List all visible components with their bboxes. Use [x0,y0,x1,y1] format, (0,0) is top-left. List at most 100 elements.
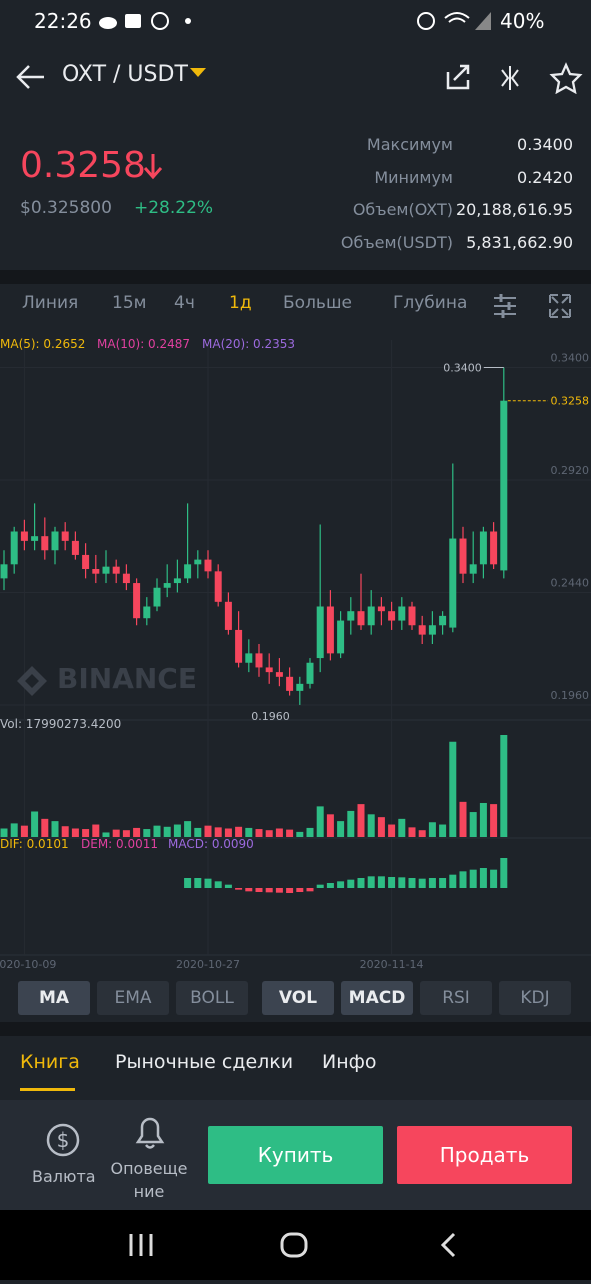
alert-label[interactable]: Оповещение [110,1159,188,1201]
buy-button[interactable]: Купить [208,1126,383,1184]
kline-chart[interactable]: 0.3400 0.2920 0.2440 0.1960 2020-10-09 2020-1… [0,0,591,975]
tab[interactable]: Инфо [322,1051,377,1073]
indicator-button[interactable]: EMA [97,981,169,1015]
interval-tab[interactable]: 4ч [174,293,195,313]
y-tick-label: 0.2440 [551,576,590,589]
candle-body [235,629,243,663]
status-bar: 22:26 40% [0,0,591,42]
candle-body [316,606,324,659]
high-marker: 0.3400 [443,361,482,374]
macd-bar [418,878,426,888]
indicator-button[interactable]: VOL [262,981,334,1015]
x-tick-label: 2020-11-14 [360,958,424,971]
indicator-button[interactable]: KDJ [499,981,571,1015]
volume-bar [367,814,375,837]
volume-bar [408,827,416,837]
volume-bar [51,821,59,837]
nav-buttons[interactable] [0,1210,591,1280]
macd-bar [184,878,192,888]
volume-bar [490,804,498,837]
last-price-label: 0.3258 [551,395,590,408]
volume-bar [31,811,39,837]
indicator-button[interactable]: RSI [420,981,492,1015]
candle-body [20,531,28,541]
y-tick-label: 0.3400 [551,351,590,364]
macd-bar [286,888,294,893]
volume-bar [143,829,151,837]
macd-bar [347,879,355,888]
back-button[interactable] [14,62,48,92]
candle-body [163,583,171,588]
volume-bar [20,825,28,837]
volume-bar [112,829,120,837]
interval-tab[interactable]: Больше [283,293,352,313]
candle-body [428,625,436,635]
macd-bar [214,881,222,888]
candle-body [265,667,273,673]
indicator-button[interactable]: BOLL [176,981,248,1015]
volume-bar [214,827,222,837]
interval-tab[interactable]: 1д [229,293,252,313]
candle-body [388,611,396,621]
volume-bar [173,824,181,837]
currency-label[interactable]: Валюта [32,1167,96,1186]
candle-body [214,571,222,602]
pair-dropdown[interactable] [190,68,208,80]
volume-bar [347,810,355,837]
system-icons [417,12,491,30]
candle-body [102,566,110,574]
action-bar: $ Валюта Оповещение Купить Продать [0,1100,591,1210]
candle-body [133,583,141,619]
macd-label: DIF: 0.0101 [0,837,69,851]
stat-value: 0.3400 [517,135,573,154]
volume-bar [377,817,385,837]
volume-bar [163,826,171,837]
pair[interactable]: OXT / USDT [62,62,188,87]
interval-tab[interactable]: Глубина [393,293,468,313]
volume-bar [398,818,406,837]
macd-bar [408,878,416,888]
tab[interactable]: Рыночные сделки [115,1051,294,1073]
indicator-button[interactable]: MA [18,981,90,1015]
candle-body [479,531,487,565]
candle-body [194,559,202,565]
sell-button[interactable]: Продать [397,1126,572,1184]
volume-bar [459,801,467,837]
macd-bar [428,878,436,888]
x-tick-label: 2020-10-09 [0,958,56,971]
candle-body [245,653,253,663]
chart-settings[interactable] [492,293,572,319]
candle-body [347,611,355,621]
alert-icon[interactable] [132,1112,168,1152]
volume-bar [326,814,334,837]
volume-bar [265,830,273,837]
volume-bar [204,825,212,837]
candle-body [459,538,467,574]
macd-bar [500,858,508,888]
candle-body [61,531,69,541]
interval-tab[interactable]: Линия [22,293,79,313]
watermark-logo [17,666,47,696]
stat-value: 5,831,662.90 [466,232,573,252]
candle-body [306,662,314,684]
candle-body [408,606,416,626]
candle-body [398,606,406,621]
interval-tab[interactable]: 15м [112,293,147,313]
indicator-button[interactable]: MACD [341,981,413,1015]
status-icons [99,12,191,30]
macd-bar [204,878,212,888]
currency-icon[interactable]: $ [40,1120,86,1160]
candle-body [31,536,39,541]
header-icons[interactable] [444,62,584,94]
volume-bar [41,818,49,837]
candle-body [326,606,334,654]
candle-body [367,606,375,626]
candle-body [112,566,120,574]
candle-body [184,564,192,579]
volume-bar [255,829,263,837]
candle-body [255,653,263,668]
tab[interactable]: Книга [20,1051,80,1073]
volume-bar [71,828,79,837]
volume-label: Vol: 17990273.4200 [0,717,121,731]
candle-body [0,564,8,579]
